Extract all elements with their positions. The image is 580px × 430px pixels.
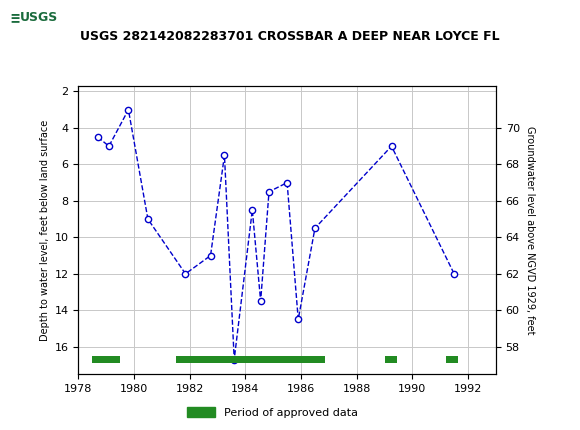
Text: USGS: USGS [20,11,59,24]
Y-axis label: Groundwater level above NGVD 1929, feet: Groundwater level above NGVD 1929, feet [525,126,535,334]
Text: USGS 282142082283701 CROSSBAR A DEEP NEAR LOYCE FL: USGS 282142082283701 CROSSBAR A DEEP NEA… [80,30,500,43]
Y-axis label: Depth to water level, feet below land surface: Depth to water level, feet below land su… [40,120,50,341]
Legend: Period of approved data: Period of approved data [183,403,362,422]
Text: ≡: ≡ [10,10,20,25]
FancyBboxPatch shape [5,3,74,32]
